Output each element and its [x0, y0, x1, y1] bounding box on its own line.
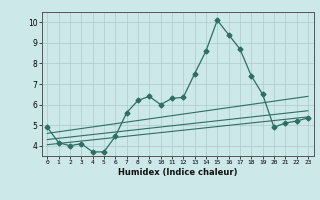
X-axis label: Humidex (Indice chaleur): Humidex (Indice chaleur) — [118, 168, 237, 177]
